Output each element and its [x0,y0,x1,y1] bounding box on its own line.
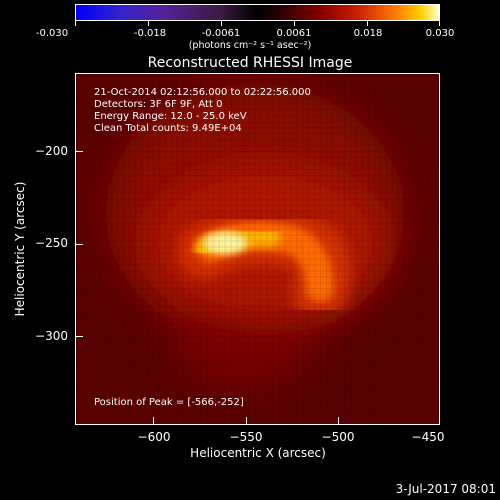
y-axis-title: Heliocentric Y (arcsec) [13,181,27,317]
clean-counts-text: Clean Total counts: 9.49E+04 [94,123,242,134]
colorbar-tick [148,21,149,26]
y-tick-label: −300 [35,329,68,343]
y-tick-label: −250 [35,236,68,250]
colorbar-units: (photons cm⁻² s⁻¹ asec⁻²) [188,40,312,51]
colorbar-tick [75,21,76,26]
colorbar-tick-label: 0.030 [425,28,455,39]
detectors-text: Detectors: 3F 6F 9F, Att 0 [94,99,223,110]
energy-range-text: Energy Range: 12.0 - 25.0 keV [94,111,247,122]
x-tick-label: −500 [321,430,355,444]
y-tick-label: −200 [35,144,68,158]
colorbar-tick-label: -0.030 [35,28,69,39]
y-tick [76,336,83,337]
y-tick [76,151,83,152]
colorbar-tick-label: -0.0061 [201,28,241,39]
colorbar-tick [221,21,222,26]
x-tick-label: −550 [229,430,263,444]
image-title: Reconstructed RHESSI Image [147,55,353,71]
colorbar-tick [367,21,368,26]
colorbar-tick [294,21,295,26]
colorbar-tick-label: -0.018 [133,28,167,39]
x-tick [246,417,247,424]
x-tick-label: −450 [411,430,445,444]
time-range-text: 21-Oct-2014 02:12:56.000 to 02:22:56.000 [94,87,311,98]
image-panel: 21-Oct-2014 02:12:56.000 to 02:22:56.000… [75,73,440,425]
hxr-image [76,74,439,424]
y-tick [76,244,83,245]
colorbar [75,4,440,21]
peak-position-text: Position of Peak = [-566,-252] [94,397,244,408]
x-tick [338,417,339,424]
x-tick [153,417,154,424]
x-axis-title: Heliocentric X (arcsec) [190,446,326,460]
colorbar-tick-label: 0.0061 [276,28,312,39]
x-tick-label: −600 [137,430,171,444]
colorbar-tick-label: 0.018 [353,28,383,39]
colorbar-tick [439,21,440,26]
render-timestamp: 3-Jul-2017 08:01 [395,482,496,496]
